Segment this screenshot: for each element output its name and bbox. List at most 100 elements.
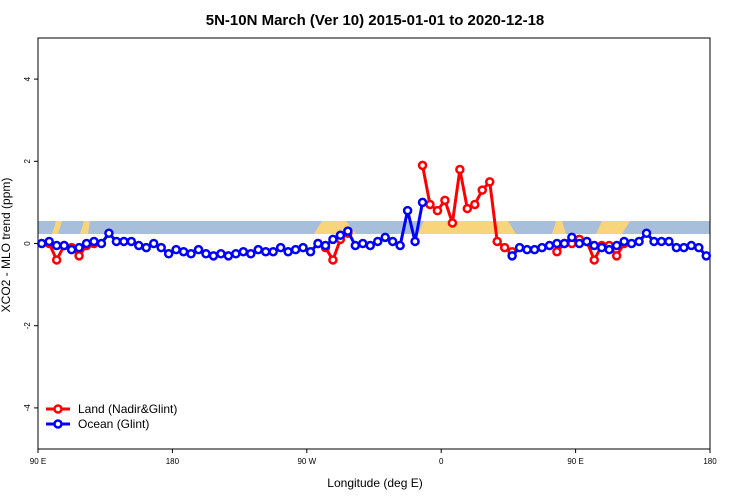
legend-label: Ocean (Glint) <box>78 417 149 431</box>
data-point <box>514 242 525 253</box>
data-point <box>380 232 390 243</box>
data-point <box>350 240 361 251</box>
data-point <box>193 244 204 255</box>
data-point <box>477 185 488 195</box>
data-point <box>484 177 495 187</box>
data-point <box>298 242 308 253</box>
data-point <box>596 242 607 253</box>
data-point <box>626 238 637 249</box>
data-point <box>231 249 241 259</box>
legend-label: Land (Nadir&Glint) <box>78 402 177 416</box>
land-patch <box>52 221 62 234</box>
data-point <box>141 242 152 253</box>
data-point <box>387 236 398 247</box>
data-point <box>365 240 376 251</box>
data-point <box>432 205 443 216</box>
x-tick-label: 90 W <box>297 457 316 466</box>
data-point <box>223 251 234 261</box>
data-point <box>529 244 540 255</box>
data-point <box>51 240 62 251</box>
data-point <box>589 255 600 265</box>
data-point <box>537 242 547 253</box>
land-patch <box>418 221 516 234</box>
data-point <box>201 249 211 259</box>
data-point <box>604 244 614 255</box>
y-tick-label: -4 <box>23 404 32 412</box>
data-point <box>552 246 562 257</box>
data-point <box>462 203 473 214</box>
data-point <box>656 236 667 247</box>
data-point <box>358 238 368 249</box>
y-tick-label: 4 <box>23 76 32 81</box>
data-point <box>507 251 517 261</box>
data-point <box>544 240 555 251</box>
data-point <box>619 236 629 247</box>
land-patch <box>552 221 566 234</box>
land-patch <box>80 221 90 234</box>
data-point <box>163 249 174 259</box>
data-point <box>253 244 264 255</box>
data-point <box>44 236 54 247</box>
data-point <box>290 244 301 255</box>
data-point <box>208 251 219 261</box>
data-point <box>686 240 697 251</box>
x-axis-label: Longitude (deg E) <box>327 476 422 490</box>
data-point <box>417 197 428 208</box>
data-point <box>701 251 712 261</box>
data-point <box>134 240 144 251</box>
data-point <box>417 160 428 171</box>
data-point <box>425 199 435 210</box>
x-tick-label: 90 E <box>30 457 46 466</box>
data-point <box>402 205 413 216</box>
data-point <box>440 195 450 206</box>
data-point <box>679 242 689 253</box>
data-point <box>51 255 62 265</box>
data-point <box>567 232 577 243</box>
data-point <box>611 240 622 251</box>
data-point <box>171 244 181 255</box>
x-tick-label: 180 <box>166 457 180 466</box>
data-point <box>178 246 189 257</box>
data-point <box>275 242 286 253</box>
data-point <box>589 240 600 251</box>
data-point <box>470 199 480 210</box>
map-strip <box>38 221 710 234</box>
data-point <box>328 255 338 265</box>
x-tick-label: 90 E <box>567 457 583 466</box>
data-point <box>552 238 562 249</box>
data-point <box>574 238 585 249</box>
data-point <box>81 238 92 249</box>
data-point <box>649 236 659 247</box>
ocean-strip <box>38 221 710 234</box>
data-point <box>246 249 256 259</box>
data-point <box>582 236 592 247</box>
x-tick-label: 0 <box>439 457 444 466</box>
data-point <box>372 236 383 247</box>
data-point <box>260 246 271 257</box>
y-tick-label: -2 <box>23 322 32 330</box>
data-point <box>238 246 249 257</box>
data-point <box>96 238 107 249</box>
data-point <box>74 251 84 261</box>
land-patch <box>596 221 630 234</box>
data-point <box>671 242 682 253</box>
data-point <box>111 236 122 247</box>
legend-marker <box>53 419 63 429</box>
data-point <box>455 164 465 175</box>
data-point <box>59 240 69 251</box>
data-point <box>156 242 166 253</box>
data-point <box>119 236 129 247</box>
data-point <box>268 246 278 257</box>
data-point <box>335 230 346 241</box>
data-point <box>216 249 226 259</box>
data-point <box>74 242 84 253</box>
data-point <box>89 236 99 247</box>
data-point <box>104 228 114 238</box>
data-point <box>36 238 47 249</box>
data-point <box>611 251 622 261</box>
data-point <box>522 244 532 255</box>
data-point <box>305 246 316 257</box>
data-point <box>447 218 458 228</box>
data-point <box>395 240 405 251</box>
